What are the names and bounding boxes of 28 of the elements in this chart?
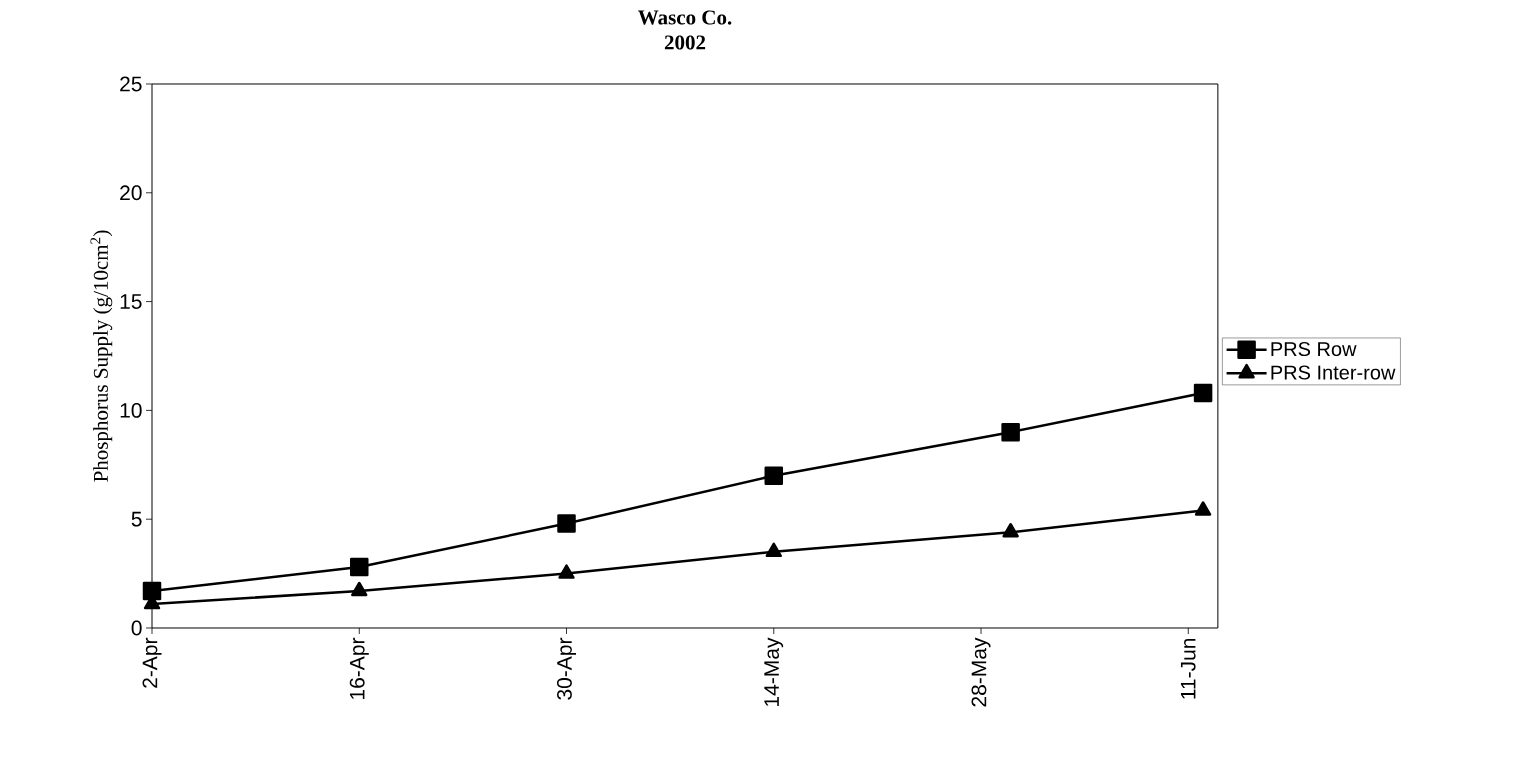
chart-subtitle: 2002 bbox=[664, 35, 706, 50]
y-tick-label: 10 bbox=[120, 402, 142, 418]
x-tick-label: 2-Apr bbox=[142, 637, 162, 688]
y-axis-title: Phosphorus Supply (g/10cm$^{2}$) bbox=[90, 230, 113, 482]
point bbox=[558, 564, 575, 579]
point bbox=[1001, 422, 1020, 442]
point bbox=[557, 514, 576, 533]
y-tick-label: 15 bbox=[120, 294, 142, 309]
point bbox=[142, 581, 162, 601]
point bbox=[764, 466, 784, 485]
point bbox=[765, 542, 782, 558]
point bbox=[1194, 501, 1212, 516]
x-tick-label: 11-Jun bbox=[1180, 638, 1196, 699]
y-tick-label: 20 bbox=[120, 185, 142, 201]
point bbox=[350, 557, 369, 577]
x-tick-label: 30-Apr bbox=[557, 637, 577, 700]
x-tick-label: 14-May bbox=[764, 637, 784, 706]
y-tick-label: 5 bbox=[131, 511, 142, 527]
point bbox=[351, 581, 368, 597]
x-tick-label: 28-May bbox=[971, 637, 991, 707]
point bbox=[1193, 383, 1213, 403]
y-tick-label: 25 bbox=[120, 76, 142, 92]
legend-label: PRS Inter-row bbox=[1271, 365, 1396, 380]
y-tick-label: 0 bbox=[131, 620, 142, 636]
legend-label: PRS Row bbox=[1271, 341, 1357, 357]
x-tick-label: 16-Apr bbox=[349, 637, 369, 699]
chart-title: Wasco Co. bbox=[638, 10, 732, 25]
point bbox=[1002, 522, 1019, 538]
